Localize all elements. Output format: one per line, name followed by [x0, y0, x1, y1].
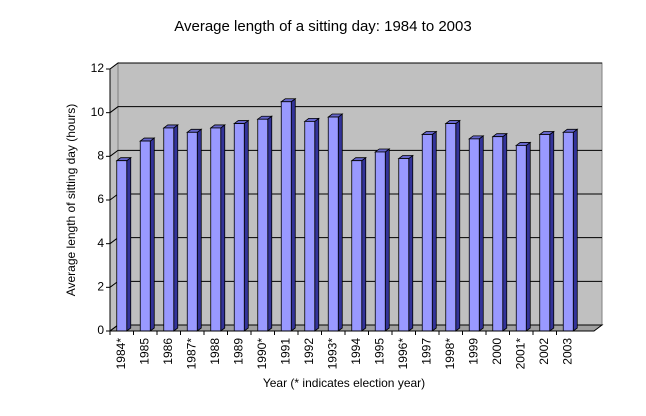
- bar: [445, 123, 457, 332]
- grid-line: [109, 62, 602, 70]
- x-tick-label: 1986: [161, 338, 175, 365]
- bar: [186, 131, 198, 332]
- bar-side: [267, 115, 273, 332]
- x-tick-label: 1999: [466, 338, 480, 365]
- bar-side: [314, 117, 320, 332]
- chart-title: Average length of a sitting day: 1984 to…: [174, 18, 471, 35]
- x-tick-label: 1985: [137, 338, 151, 365]
- bar: [468, 138, 480, 332]
- y-tick-label: 8: [97, 149, 104, 163]
- x-tick-label: 1987*: [184, 338, 198, 370]
- bar: [210, 127, 222, 332]
- bar: [351, 160, 363, 332]
- bar: [304, 121, 316, 332]
- bar: [116, 160, 128, 332]
- bar: [421, 134, 433, 332]
- bar: [280, 101, 292, 332]
- x-tick-label: 1998*: [443, 338, 457, 370]
- x-tick-label: 1990*: [255, 338, 269, 370]
- x-tick-label: 1988: [208, 338, 222, 365]
- bar: [539, 134, 551, 332]
- bar-side: [502, 132, 508, 332]
- x-tick-label: 1991: [278, 338, 292, 365]
- y-tick-label: 2: [97, 280, 104, 294]
- x-axis-title: Year (* indicates election year): [263, 376, 425, 390]
- y-tick-label: 10: [91, 105, 105, 119]
- bar-side: [290, 97, 296, 332]
- bar-side: [149, 137, 155, 332]
- y-tick-label: 0: [97, 323, 104, 337]
- x-tick-label: 1995: [372, 338, 386, 365]
- x-tick-label: 1984*: [114, 338, 128, 370]
- x-tick-label: 2000: [490, 338, 504, 365]
- bar: [233, 123, 245, 332]
- bar-side: [384, 148, 390, 332]
- x-tick-label: 1994: [349, 338, 363, 365]
- x-tick-label: 1997: [419, 338, 433, 365]
- bar-side: [431, 130, 437, 332]
- grid-line: [109, 149, 602, 157]
- y-axis-title: Average length of sitting day (hours): [64, 104, 78, 297]
- bar-side: [549, 130, 555, 332]
- x-tick-label: 1992: [302, 338, 316, 365]
- bar: [139, 140, 151, 332]
- bar-side: [478, 135, 484, 332]
- bar: [398, 158, 410, 332]
- bar: [562, 131, 574, 332]
- bar-side: [126, 156, 132, 332]
- bar-side: [173, 124, 179, 332]
- bar-side: [337, 113, 343, 332]
- bar-side: [455, 119, 461, 332]
- x-tick-label: 1996*: [396, 338, 410, 370]
- bar-side: [243, 119, 249, 332]
- bar: [257, 118, 269, 332]
- bar: [163, 127, 175, 332]
- x-tick-label: 1993*: [325, 338, 339, 370]
- y-tick-label: 12: [91, 61, 105, 75]
- bar: [492, 136, 504, 332]
- x-tick-label: 2002: [537, 338, 551, 365]
- bar-side: [196, 128, 202, 332]
- x-tick-label: 2003: [560, 338, 574, 365]
- x-tick-label: 1989: [231, 338, 245, 365]
- x-tick-label: 2001*: [513, 338, 527, 370]
- bar: [374, 151, 386, 332]
- bar-side: [572, 128, 578, 332]
- bar: [327, 116, 339, 332]
- bar-side: [525, 141, 531, 332]
- bar-side: [220, 124, 226, 332]
- bar-side: [408, 154, 414, 332]
- bar: [515, 145, 527, 332]
- bar-side: [361, 156, 367, 332]
- y-tick-label: 4: [97, 236, 104, 250]
- y-tick-label: 6: [97, 192, 104, 206]
- grid-line: [109, 106, 602, 114]
